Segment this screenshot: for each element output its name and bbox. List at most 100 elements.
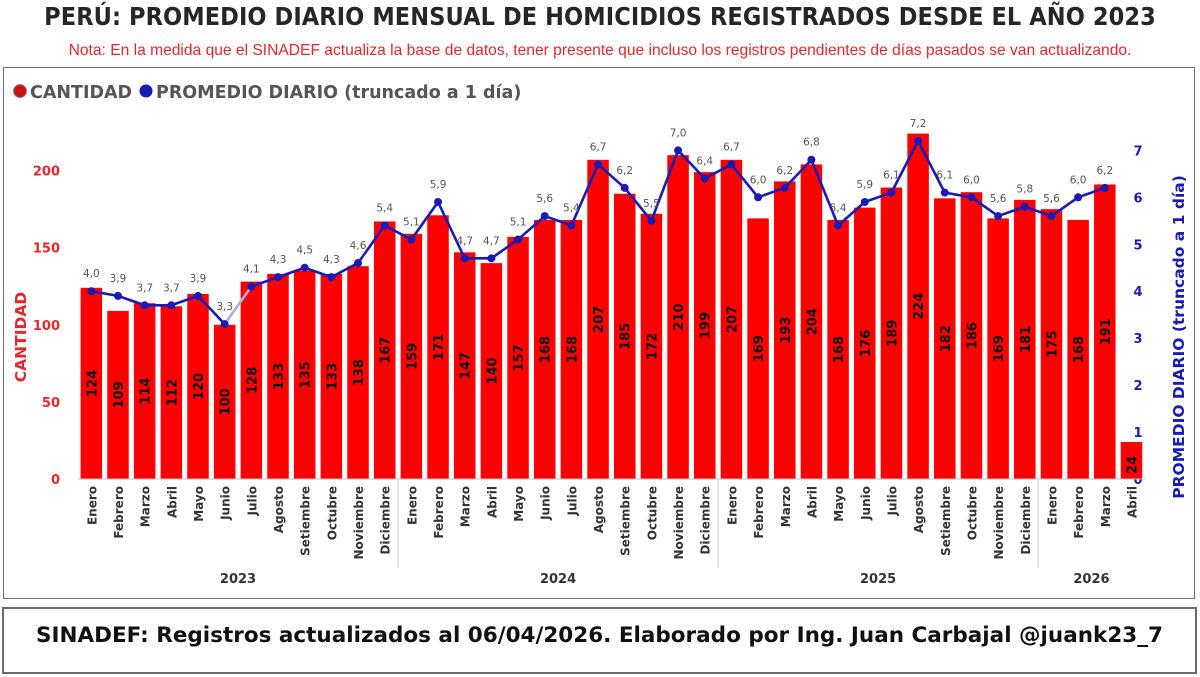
line-value-label: 5,4 [376,202,393,214]
month-label: Febrero [1072,486,1086,539]
data-note: Nota: En la medida que el SINADEF actual… [68,42,1132,59]
bar [400,233,423,479]
line-point [940,188,949,197]
line-point [1074,193,1083,202]
line-point [87,287,96,296]
right-tick-label: 6 [1133,191,1142,206]
bar-value-label: 135 [299,361,314,388]
line-value-label: 5,1 [403,217,420,229]
line-value-label: 3,7 [163,282,180,294]
line-point [1020,202,1029,211]
line-point [327,273,336,282]
bars [80,133,1143,480]
line-value-label: 5,9 [856,179,873,191]
month-label: Marzo [1099,486,1113,527]
bar-value-label: 24 [1125,456,1140,474]
line-point [540,212,549,221]
month-label: Abril [1125,486,1139,518]
line-value-label: 3,9 [110,273,127,285]
bar [693,172,716,479]
line-segment [757,186,786,199]
bar [1120,441,1143,479]
month-label: Agosto [272,486,286,533]
bar-value-label: 168 [1072,336,1087,363]
bar-value-label: 140 [485,357,500,384]
line-point [434,197,443,206]
month-label: Enero [405,486,419,525]
bar [827,219,849,479]
month-label: Abril [165,486,179,518]
line-value-label: 5,4 [563,202,580,214]
line-value-label: 6,7 [723,141,740,153]
line-value-label: 6,0 [1070,174,1087,186]
bar [80,287,103,479]
line-value-label: 5,8 [1016,184,1033,196]
line-point [727,160,736,169]
legend-label-promedio: PROMEDIO DIARIO (truncado a 1 día) [156,83,521,103]
line-point [514,235,523,244]
bar-value-label: 207 [725,306,740,333]
line-points [87,136,1109,329]
bar-value-label: 189 [885,320,900,347]
line-point [807,155,816,164]
line-segment [864,191,892,204]
right-tick-label: 1 [1133,426,1142,441]
year-labels: 2023 2024 2025 2026 [220,480,1110,587]
bar [1014,199,1036,479]
bar [747,218,769,480]
month-label: Julio [245,486,259,516]
line-point [380,221,389,230]
year-label: 2024 [540,572,576,587]
bar [240,281,263,479]
line-point [487,254,496,263]
line-value-label: 5,5 [643,198,660,210]
bar [667,155,689,479]
bar [1040,209,1063,479]
bar-value-label: 159 [405,343,420,370]
left-tick-label: 50 [42,396,60,411]
line-point [780,183,789,192]
left-tick-label: 150 [33,242,60,257]
line-segment [704,163,733,180]
bar-value-label: 169 [752,335,767,362]
line-point [274,273,283,282]
bar [507,236,529,479]
line-value-label: 4,7 [483,235,500,247]
month-label: Febrero [112,486,126,539]
line-value-label: 6,4 [696,156,713,168]
line-segment [810,159,840,226]
bar [907,133,929,479]
line-point [860,197,869,206]
line-value-label: 4,0 [83,268,100,280]
year-label: 2025 [860,572,896,587]
bar [160,306,183,479]
month-label: Diciembre [699,486,713,555]
bar-value-label: 224 [912,293,927,320]
month-label: Noviembre [992,486,1006,560]
bar [560,219,583,479]
line-segment [1024,205,1052,218]
line-point [460,254,469,263]
month-label: Junio [859,486,873,521]
line-point [754,193,763,202]
line-point [994,212,1003,221]
left-tick-label: 100 [33,319,60,334]
line-value-labels: 4,0 3,9 3,7 3,7 3,9 3,3 4,1 4,3 4,5 4,3 4,6 5,4 5,1 5… [83,118,1113,313]
bar-value-label: 181 [1019,326,1034,353]
month-label: Julio [565,486,579,516]
month-label: Enero [85,486,99,525]
line-segment [436,201,466,259]
line-segment [783,158,813,189]
bar [347,266,369,479]
line-point [247,282,256,291]
line-segment [677,149,706,180]
chart-legend: CANTIDAD PROMEDIO DIARIO (truncado a 1 dí… [13,83,521,103]
line-segment [197,295,226,325]
line-value-label: 4,7 [456,235,473,247]
bar-value-label: 167 [379,337,394,364]
bar [107,310,129,479]
right-tick-label: 0 [1133,473,1142,488]
line-point [834,221,843,230]
line-segment [650,149,680,222]
